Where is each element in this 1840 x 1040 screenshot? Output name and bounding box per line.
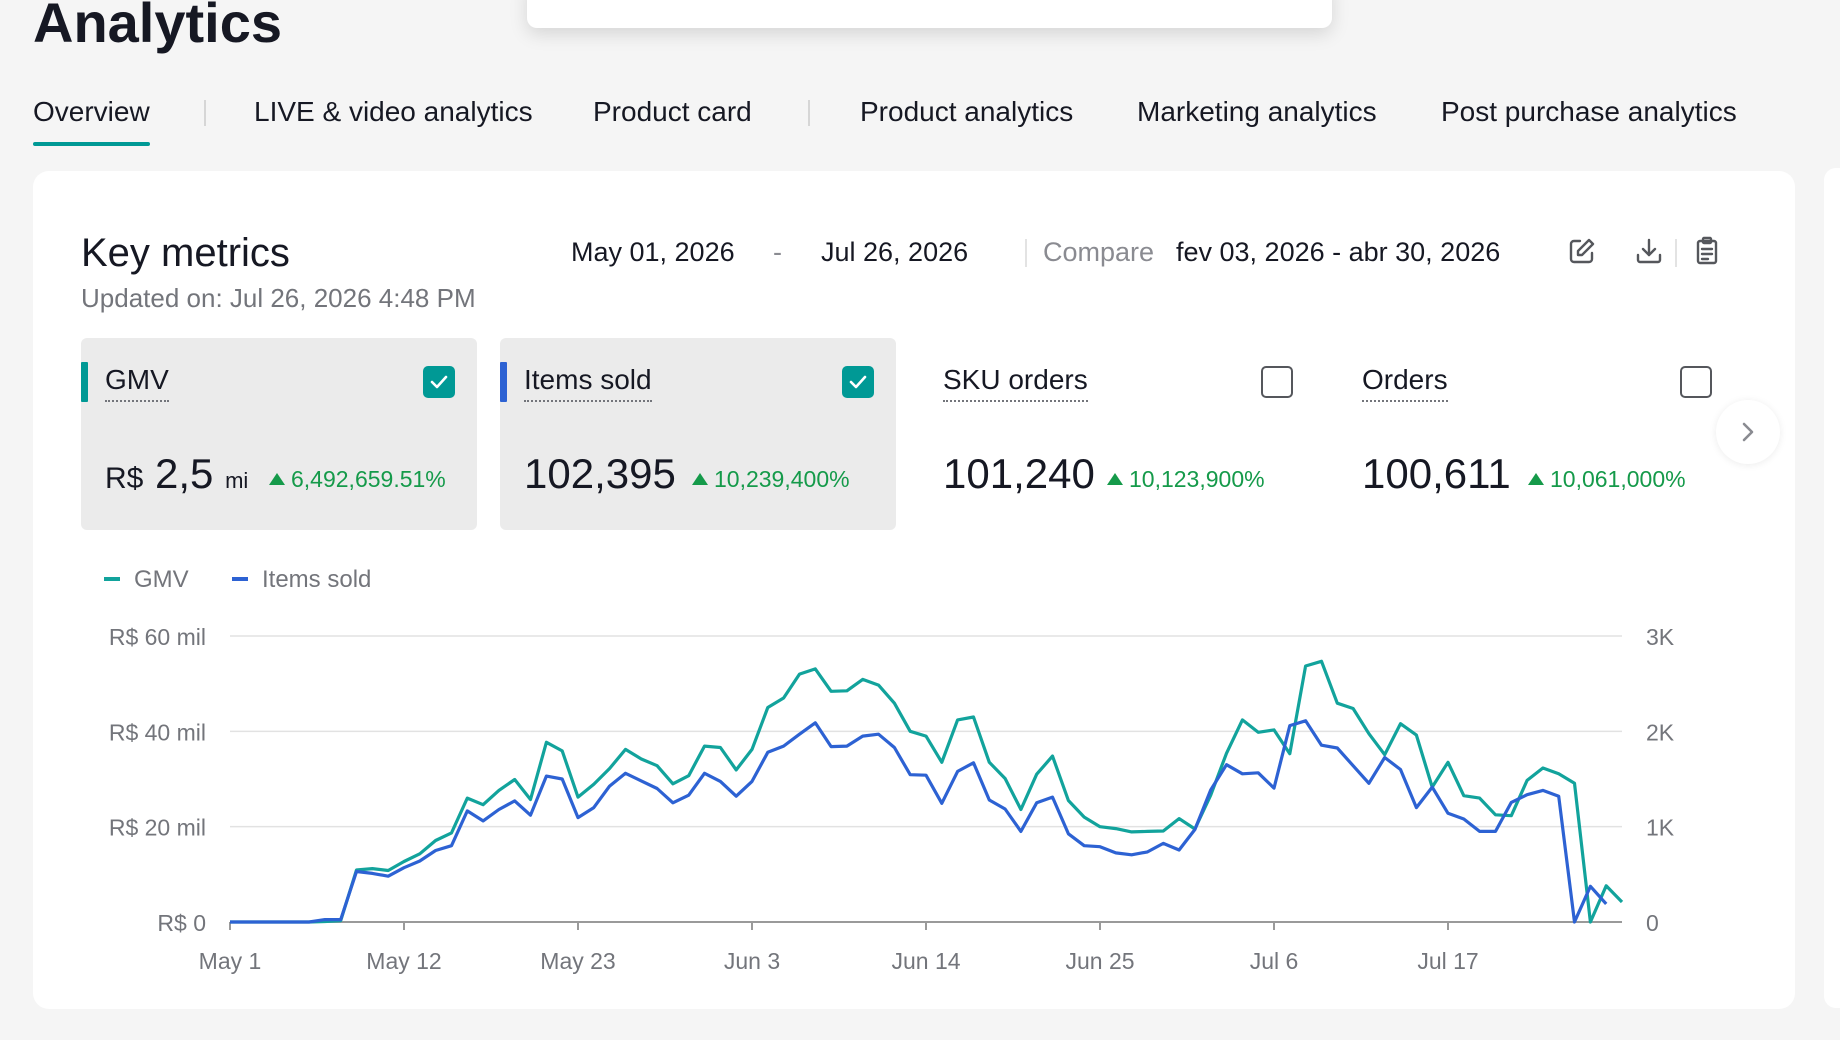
up-arrow-icon: [269, 473, 285, 485]
tab-marketing-analytics[interactable]: Marketing analytics: [1137, 96, 1377, 127]
popover-fragment: p: [845, 0, 858, 2]
compare-label: Compare: [1043, 237, 1155, 267]
metric-card-sku-orders[interactable]: SKU orders 101,240 10,123,900%: [919, 338, 1315, 530]
metric-value: R$ 2,5 mi: [105, 450, 248, 498]
legend-item-gmv[interactable]: GMV: [104, 566, 189, 594]
edit-icon[interactable]: [1566, 235, 1598, 267]
metric-label[interactable]: GMV: [105, 362, 169, 402]
check-icon: [849, 375, 867, 389]
metric-label[interactable]: Orders: [1362, 362, 1448, 402]
metric-number: 2,5: [155, 450, 214, 497]
page-title: Analytics: [33, 0, 282, 54]
chevron-right-icon: [1742, 422, 1754, 442]
tab-bar: Overview LIVE & video analytics Product …: [33, 92, 1813, 152]
adjacent-card-edge: [1824, 168, 1840, 1008]
section-title: Key metrics: [81, 231, 290, 275]
download-icon[interactable]: [1633, 235, 1665, 267]
metric-value: 102,395: [524, 450, 676, 497]
metric-checkbox[interactable]: [423, 366, 455, 398]
metric-label[interactable]: Items sold: [524, 362, 652, 402]
tab-divider: [808, 100, 810, 126]
metric-checkbox[interactable]: [1261, 366, 1293, 398]
divider: [1025, 239, 1027, 267]
up-arrow-icon: [692, 473, 708, 485]
metric-delta: 6,492,659.51%: [269, 466, 467, 493]
next-metrics-button[interactable]: [1716, 400, 1780, 464]
clipboard-icon[interactable]: [1691, 235, 1723, 267]
up-arrow-icon: [1107, 473, 1123, 485]
legend-item-items-sold[interactable]: Items sold: [232, 566, 371, 594]
metric-color-bar: [500, 362, 507, 402]
metric-color-bar: [81, 362, 88, 402]
check-icon: [430, 375, 448, 389]
tab-live-video-analytics[interactable]: LIVE & video analytics: [254, 96, 533, 127]
tab-divider: [204, 100, 206, 126]
metric-delta: 10,061,000%: [1528, 466, 1686, 493]
metric-value: 101,240: [943, 450, 1095, 497]
date-end[interactable]: Jul 26, 2026: [821, 237, 969, 267]
tab-post-purchase-analytics[interactable]: Post purchase analytics: [1441, 96, 1737, 127]
date-start[interactable]: May 01, 2026: [571, 237, 735, 267]
updated-timestamp: Updated on: Jul 26, 2026 4:48 PM: [81, 283, 476, 313]
up-arrow-icon: [1528, 473, 1544, 485]
metric-checkbox[interactable]: [842, 366, 874, 398]
metric-value: 100,611: [1362, 450, 1511, 497]
metric-card-orders[interactable]: Orders 100,611 10,061,000%: [1338, 338, 1734, 530]
currency-symbol: R$: [105, 462, 144, 495]
compare-date-range[interactable]: fev 03, 2026 - abr 30, 2026: [1176, 237, 1501, 267]
metric-card-items-sold[interactable]: Items sold 102,395 10,239,400%: [500, 338, 896, 530]
metric-delta: 10,123,900%: [1107, 466, 1265, 493]
date-separator: -: [773, 237, 782, 267]
metric-checkbox[interactable]: [1680, 366, 1712, 398]
metric-card-gmv[interactable]: GMV R$ 2,5 mi 6,492,659.51%: [81, 338, 477, 530]
tab-overview[interactable]: Overview: [33, 92, 150, 146]
popover-fragment: S: [565, 0, 581, 2]
metric-label[interactable]: SKU orders: [943, 362, 1088, 402]
metric-unit: mi: [225, 468, 249, 493]
tab-product-analytics[interactable]: Product analytics: [860, 96, 1074, 127]
metric-delta: 10,239,400%: [692, 466, 850, 493]
tab-product-card[interactable]: Product card: [593, 96, 752, 127]
search-popover[interactable]: S p: [527, 0, 1332, 28]
divider: [1675, 239, 1677, 267]
